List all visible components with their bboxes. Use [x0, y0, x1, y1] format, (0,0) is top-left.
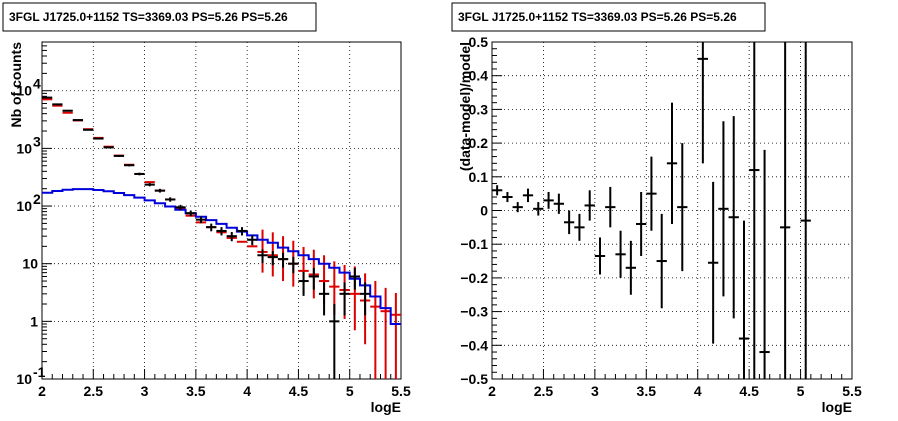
- y-tick-exponent: 4: [33, 76, 41, 92]
- y-tick-label: 1: [30, 313, 38, 329]
- y-tick-label: 10: [16, 140, 32, 156]
- y-tick-exponent: 2: [33, 191, 41, 207]
- x-tick-label: 4: [694, 383, 702, 399]
- x-tick-labels: 2 2.5 3 3.5 4 4.5 5 5.5: [488, 383, 862, 399]
- y-tick-label: 0.5: [469, 34, 489, 50]
- source-model-series: [42, 188, 401, 325]
- x-tick-label: 5.5: [842, 383, 862, 399]
- x-tick-label: 3.5: [186, 383, 206, 399]
- title-box: [451, 2, 766, 32]
- y-tick-label: 0.3: [469, 101, 489, 117]
- x-tick-label: 5.5: [391, 383, 411, 399]
- x-tick-labels: 2 2.5 3 3.5 4 4.5 5 5.5: [38, 383, 411, 399]
- y-tick-label: 10: [16, 198, 32, 214]
- residual-series: [492, 42, 811, 379]
- x-tick-label: 3: [141, 383, 149, 399]
- x-tick-label: 5: [797, 383, 805, 399]
- y-tick-label: −0.4: [460, 337, 488, 353]
- y-tick-label: 10: [16, 371, 32, 387]
- grid: [42, 42, 401, 379]
- y-tick-label: 0.2: [469, 135, 489, 151]
- y-tick-label: 0.1: [469, 169, 489, 185]
- x-axis-label: logE: [371, 399, 401, 415]
- residual-panel: 3FGL J1725.0+1152 TS=3369.03 PS=5.26 PS=…: [451, 2, 862, 415]
- data-series: [42, 96, 371, 379]
- x-tick-label: 3: [591, 383, 599, 399]
- y-tick-exponent: 3: [33, 133, 41, 149]
- x-tick-label: 2.5: [534, 383, 554, 399]
- y-tick-label: −0.3: [460, 304, 488, 320]
- x-tick-label: 5: [346, 383, 354, 399]
- plot-frame: [41, 41, 402, 380]
- y-axis-label: (data-model)/model: [457, 42, 473, 171]
- y-tick-label: 10: [22, 256, 38, 272]
- y-tick-label: −0.2: [460, 270, 488, 286]
- x-tick-label: 3.5: [637, 383, 657, 399]
- axis-ticks: [491, 41, 853, 380]
- y-tick-label: 0.4: [469, 68, 489, 84]
- y-tick-labels: 0.5 0.4 0.3 0.2 0.1 0 −0.1 −0.2 −0.3 −0.4 −0.5: [460, 34, 488, 387]
- y-tick-label: −0.5: [460, 371, 488, 387]
- x-tick-label: 4.5: [739, 383, 759, 399]
- y-tick-label: 0: [480, 203, 488, 219]
- x-tick-label: 2.5: [84, 383, 104, 399]
- y-tick-label: −0.1: [460, 236, 488, 252]
- source-model-line: [42, 188, 401, 325]
- y-tick-exponent: -1: [33, 364, 46, 380]
- x-tick-label: 4.5: [289, 383, 309, 399]
- x-axis-label: logE: [822, 399, 852, 415]
- total-model-series: [42, 98, 401, 379]
- title-box: [2, 2, 317, 32]
- chart-title: 3FGL J1725.0+1152 TS=3369.03 PS=5.26 PS=…: [458, 10, 737, 24]
- y-tick-label: 10: [16, 83, 32, 99]
- x-tick-label: 2: [38, 383, 46, 399]
- y-axis-label: Nb of counts: [8, 42, 24, 128]
- x-tick-label: 4: [243, 383, 251, 399]
- axis-ticks: [41, 41, 402, 380]
- spectrum-panel: 3FGL J1725.0+1152 TS=3369.03 PS=5.26 PS=…: [2, 2, 411, 415]
- chart-title: 3FGL J1725.0+1152 TS=3369.03 PS=5.26 PS=…: [9, 10, 288, 24]
- x-tick-label: 2: [488, 383, 496, 399]
